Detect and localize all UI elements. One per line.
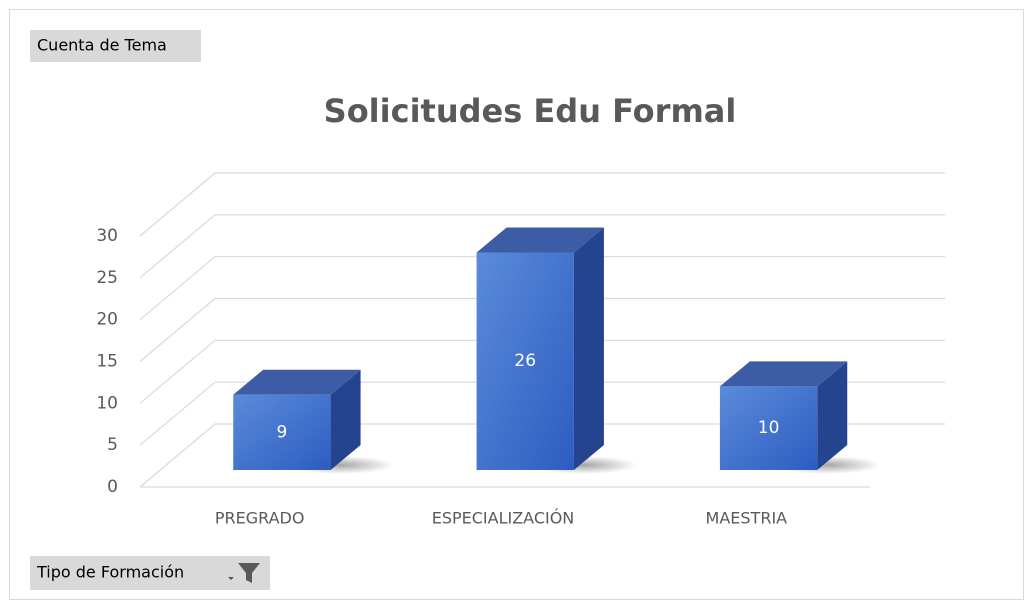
bar-top	[476, 227, 604, 253]
y-tick-label: 5	[107, 435, 118, 455]
bar-group: 10	[719, 361, 881, 474]
grid-line	[139, 297, 945, 362]
y-tick-label: 15	[96, 352, 118, 372]
data-label: 26	[514, 351, 536, 371]
x-tick-label: ESPECIALIZACIÓN	[432, 509, 575, 528]
y-tick-label: 0	[107, 477, 118, 497]
bar-side	[330, 369, 361, 470]
x-tick-label: MAESTRIA	[706, 509, 788, 528]
bar	[719, 386, 818, 470]
field-button-label: Cuenta de Tema	[37, 36, 167, 55]
y-tick-label: 25	[96, 268, 118, 288]
y-tick-label: 10	[96, 393, 118, 413]
bar-top	[233, 369, 361, 395]
bar	[476, 252, 574, 470]
value-field-button[interactable]: Cuenta de Tema	[30, 30, 201, 62]
y-tick-label: 20	[96, 310, 118, 330]
grid-line	[139, 381, 945, 446]
bar	[233, 394, 331, 470]
bar-side	[817, 361, 848, 470]
field-button-bg	[30, 30, 201, 62]
bar-group: 26	[476, 227, 638, 474]
grid-line	[139, 214, 945, 279]
bar-top	[719, 361, 848, 387]
y-tick-label: 30	[96, 226, 118, 246]
x-tick-label: PREGRADO	[215, 509, 305, 528]
bar-side	[573, 227, 604, 470]
grid-line	[139, 172, 945, 237]
axis-field-button[interactable]: Tipo de Formación	[30, 556, 270, 590]
filter-icon	[228, 563, 260, 583]
field-button-label: Tipo de Formación	[36, 563, 184, 582]
field-button-bg	[30, 556, 270, 590]
grid-line	[139, 423, 945, 488]
data-label: 10	[758, 418, 780, 438]
chart-title: Solicitudes Edu Formal	[324, 92, 737, 130]
grid-line	[139, 256, 945, 321]
bar-group: 9	[233, 369, 395, 474]
data-label: 9	[277, 422, 288, 442]
grid-line	[139, 339, 945, 404]
